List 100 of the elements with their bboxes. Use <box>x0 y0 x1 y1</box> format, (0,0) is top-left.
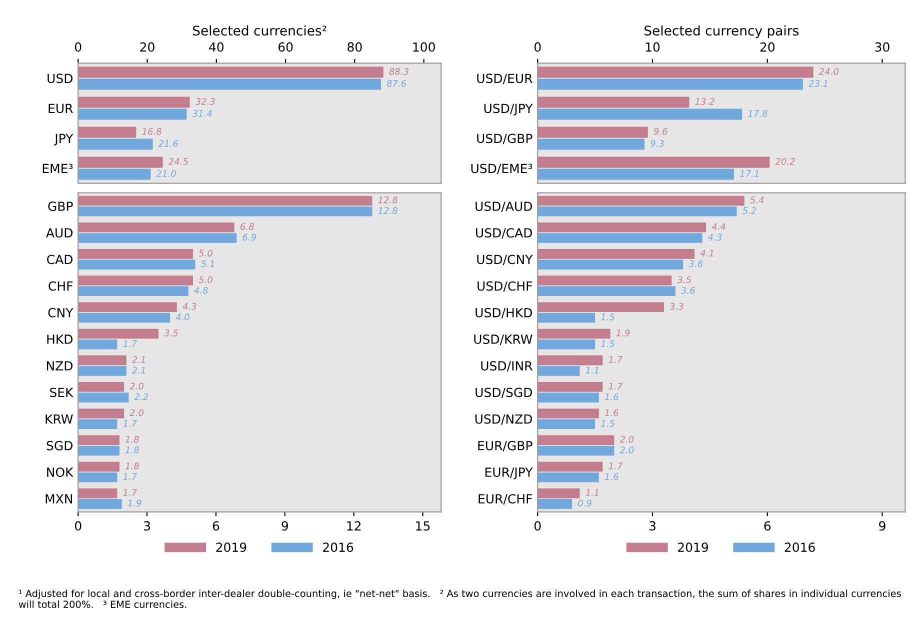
data-label: 23.1 <box>808 80 828 87</box>
data-label: 4.1 <box>700 250 714 256</box>
data-label: 2.1 <box>132 356 145 363</box>
bar <box>538 499 572 509</box>
data-label: 1.8 <box>125 436 139 443</box>
bar <box>78 206 372 216</box>
data-label: 1.9 <box>128 500 142 507</box>
x-tick-label: 6 <box>212 521 220 531</box>
bar <box>538 156 770 168</box>
bar <box>78 408 124 418</box>
data-label: 3.3 <box>670 302 684 310</box>
data-label: 1.6 <box>604 393 618 400</box>
bar <box>78 328 159 339</box>
bar <box>78 168 151 180</box>
y-tick-label: USD/INR <box>481 361 532 372</box>
y-tick-label: GBP <box>48 202 73 211</box>
x-tick-label: 3 <box>144 521 150 531</box>
y-tick-label: USD/HKD <box>476 308 532 318</box>
data-label: 4.0 <box>176 314 190 320</box>
bar <box>78 108 187 120</box>
bar <box>78 138 153 150</box>
data-label: 2.0 <box>130 409 144 416</box>
y-tick-label: JPY <box>54 134 74 146</box>
bar <box>538 392 599 402</box>
x-tick-label: 3 <box>649 521 656 531</box>
bar <box>78 196 372 206</box>
data-label: 1.8 <box>125 446 139 454</box>
bar <box>538 66 814 78</box>
bar <box>538 312 596 323</box>
y-tick-label: EUR/GBP <box>478 440 532 452</box>
bar <box>538 233 702 243</box>
legend-label: 2016 <box>784 542 815 552</box>
bar <box>78 126 136 138</box>
bar <box>78 96 190 108</box>
chart-title: Selected currencies² <box>192 25 326 36</box>
data-label: 2.0 <box>130 382 144 390</box>
data-label: 12.8 <box>378 207 398 214</box>
bar <box>78 249 193 259</box>
data-label: 1.7 <box>123 473 137 480</box>
bar <box>78 499 122 509</box>
bar <box>538 78 803 90</box>
data-label: 3.6 <box>681 286 695 294</box>
data-label: 16.8 <box>142 128 162 135</box>
data-label: 1.7 <box>123 420 137 427</box>
bar <box>538 126 648 138</box>
data-label: 2.1 <box>132 366 145 374</box>
bar <box>538 222 706 232</box>
y-tick-label: NZD <box>46 361 73 370</box>
legend-label: 2019 <box>678 542 708 552</box>
data-label: 0.9 <box>578 500 592 507</box>
text: ¹ Adjusted for local and cross-border inter-dealer double-counting, ie "net-net" basis. ² As two currencies are involved in each transaction, the sum of shares in individual currencies will total 200%. ³ EME currencies. <box>18 590 901 608</box>
bar <box>78 312 170 323</box>
data-label: 5.4 <box>750 196 764 204</box>
y-tick-label: HKD <box>47 334 73 344</box>
bar <box>538 260 684 270</box>
data-label: 1.8 <box>125 462 139 470</box>
data-label: 87.6 <box>386 80 406 87</box>
data-label: 5.0 <box>198 276 212 284</box>
y-tick-label: EUR/JPY <box>485 468 533 480</box>
x-tick-label: 6 <box>764 521 771 531</box>
bar <box>78 222 234 232</box>
data-label: 32.3 <box>195 98 215 105</box>
y-tick-label: MXN <box>46 494 72 504</box>
data-label: 17.8 <box>748 110 768 117</box>
data-label: 4.4 <box>712 223 726 230</box>
x2-tick-label: 10 <box>646 42 660 52</box>
x-tick-label: 15 <box>416 521 430 531</box>
bar <box>78 462 120 472</box>
chart-title: Selected currency pairs <box>644 25 799 38</box>
bar <box>78 366 126 376</box>
bar <box>538 276 672 286</box>
data-label: 5.1 <box>201 260 214 268</box>
y-tick-label: AUD <box>46 228 73 238</box>
legend-label: 2016 <box>323 542 354 552</box>
y-tick-label: EME³ <box>42 164 73 174</box>
bar <box>78 233 237 243</box>
y-tick-label: USD/EME³ <box>471 164 532 174</box>
bar <box>538 168 734 180</box>
x-tick-label: 0 <box>74 521 82 531</box>
data-label: 2.2 <box>134 393 148 400</box>
bar <box>538 249 695 259</box>
y-tick-label: USD/EUR <box>477 74 532 84</box>
bar <box>538 488 580 498</box>
data-label: 24.5 <box>168 158 188 165</box>
bar <box>78 156 163 168</box>
data-label: 13.2 <box>695 98 714 105</box>
data-label: 1.6 <box>604 473 618 480</box>
data-label: 1.1 <box>586 366 598 374</box>
bar <box>538 328 610 339</box>
data-label: 3.5 <box>677 276 692 284</box>
y-tick-label: USD/GBP <box>477 134 532 144</box>
y-tick-label: CAD <box>47 254 73 264</box>
data-label: 9.3 <box>650 140 664 147</box>
x2-tick-label: 30 <box>875 42 890 52</box>
x2-tick-label: 0 <box>534 42 541 52</box>
bar <box>538 96 690 108</box>
data-label: 1.7 <box>608 356 623 363</box>
data-label: 4.8 <box>194 286 208 294</box>
y-tick-label: NOK <box>47 467 74 477</box>
bar <box>78 66 384 78</box>
